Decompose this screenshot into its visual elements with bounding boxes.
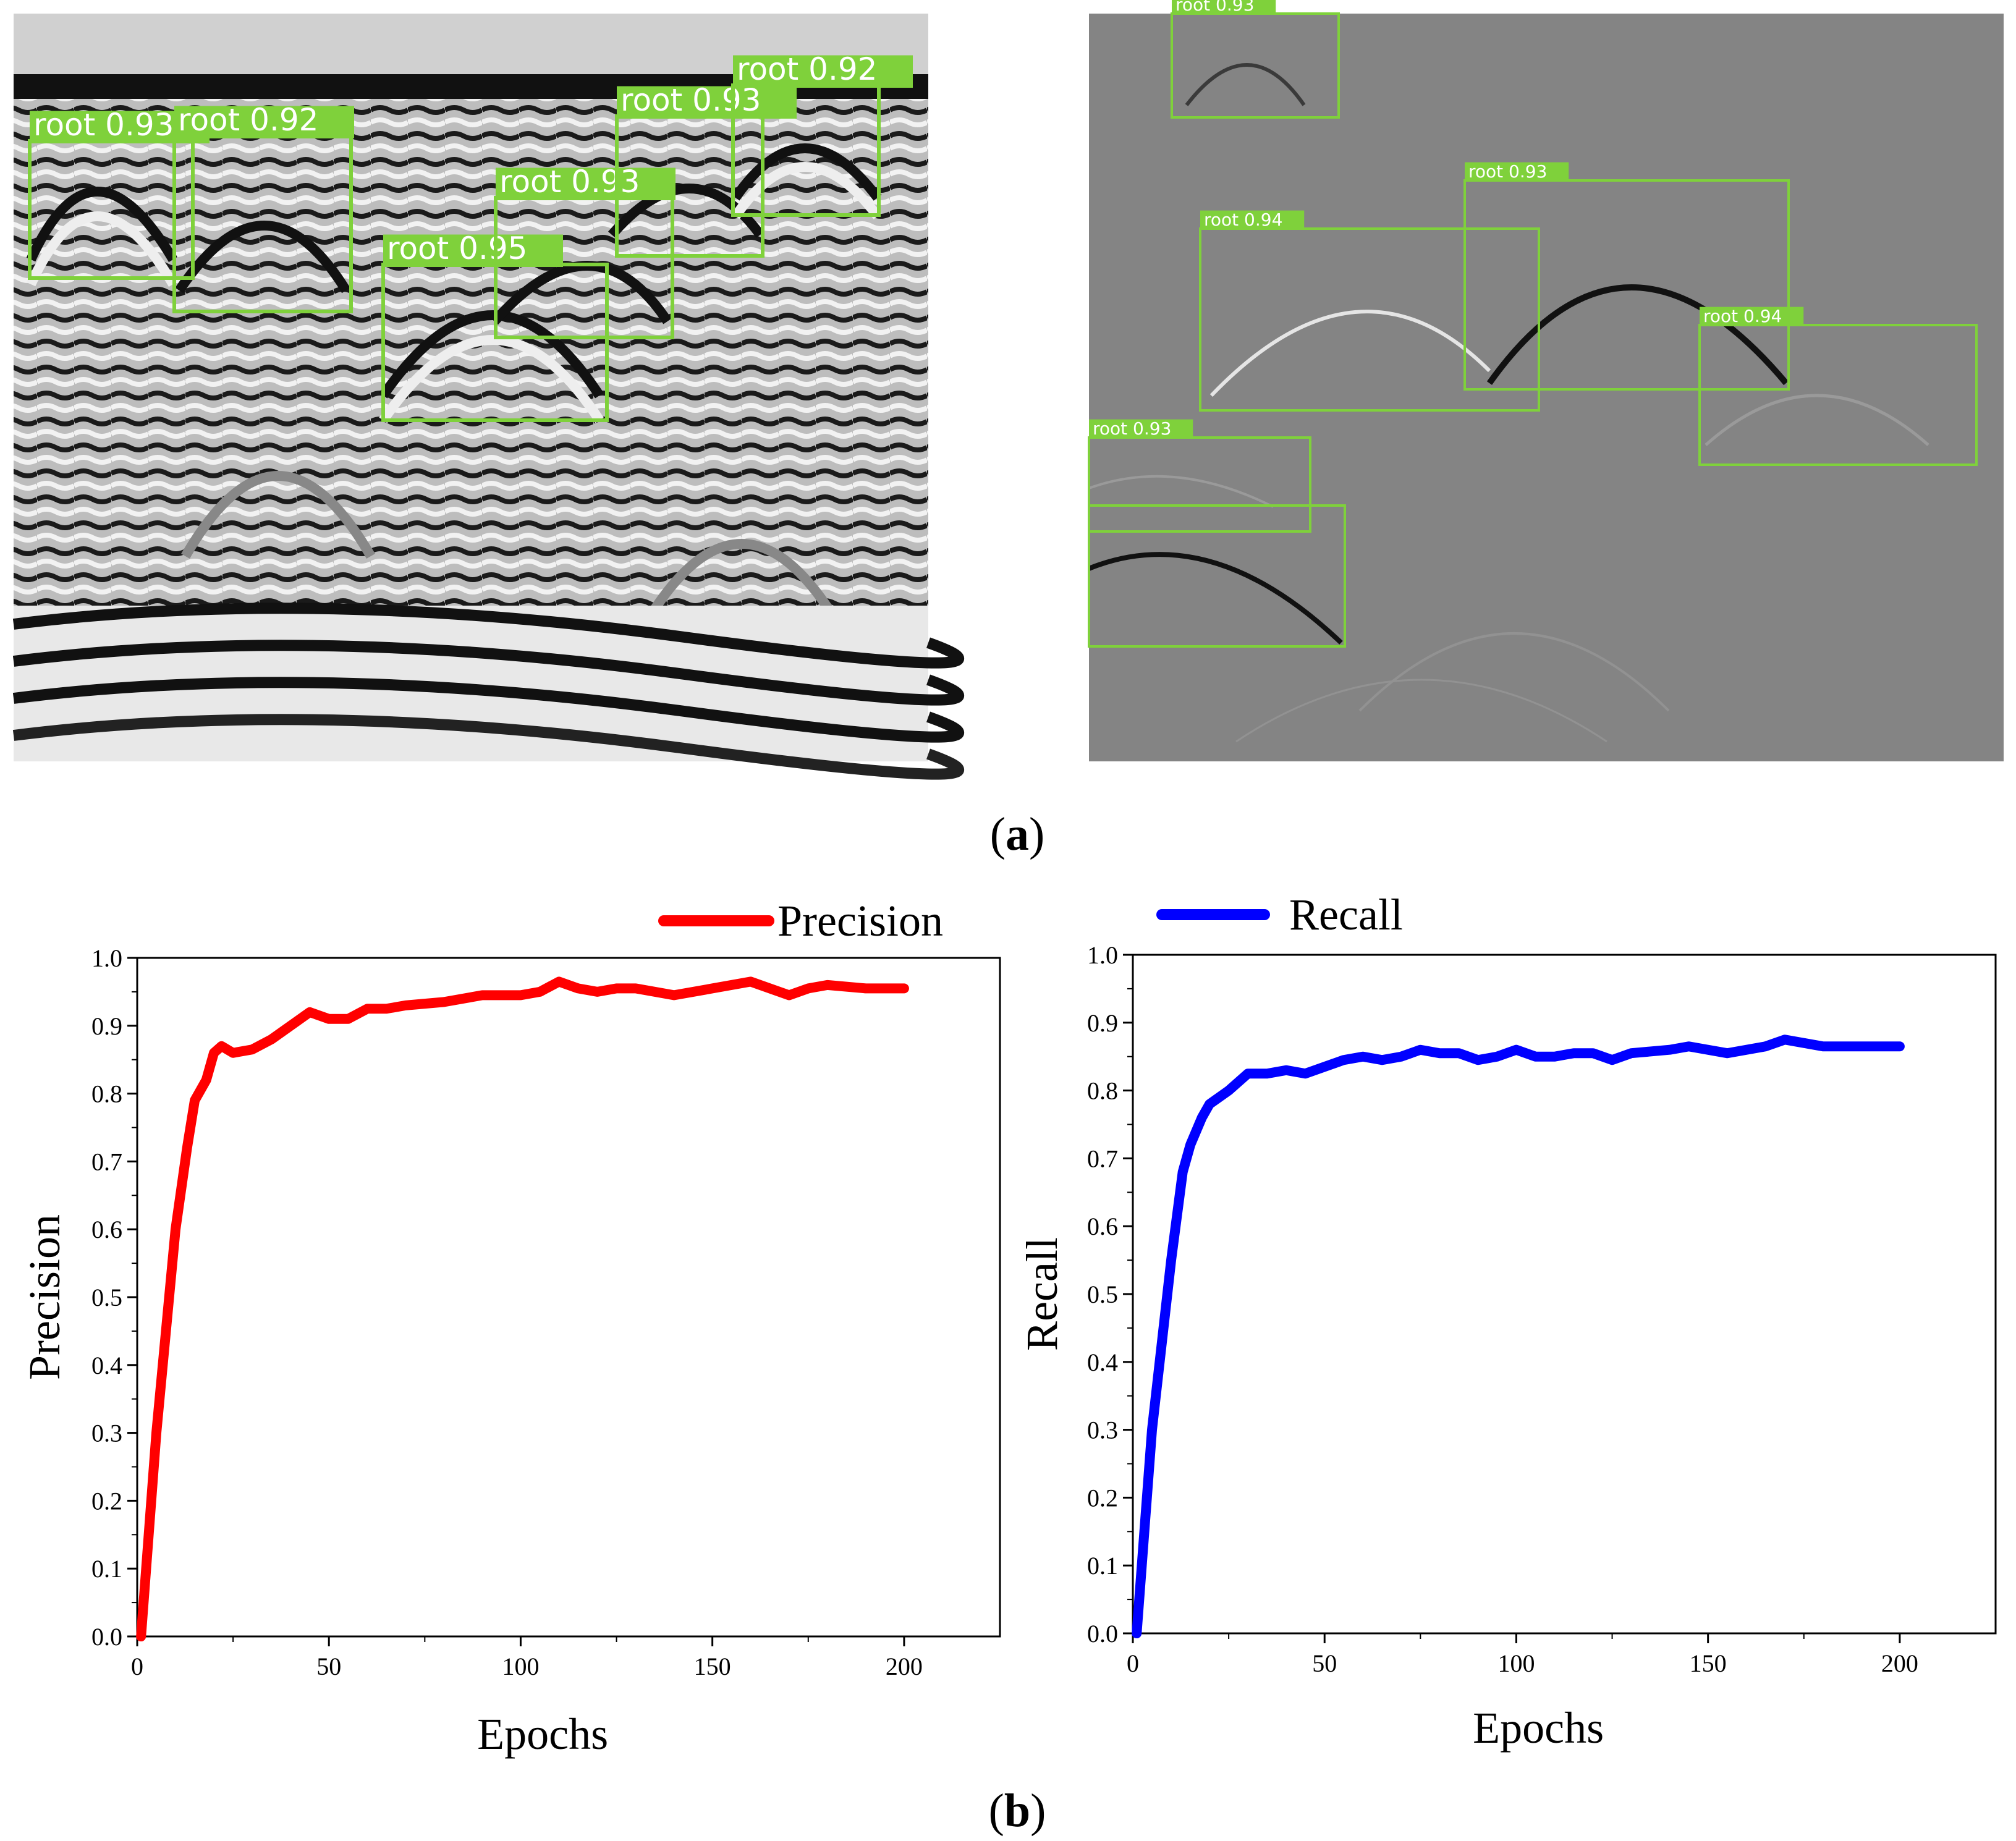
y-tick-label: 0.1 <box>1087 1552 1118 1580</box>
detection-label: root 0.92 <box>737 51 877 87</box>
x-tick-label: 200 <box>886 1653 923 1680</box>
series-line-recall <box>1132 1035 1905 1638</box>
x-axis-label: Epochs <box>1473 1703 1604 1753</box>
y-tick-label: 0.7 <box>91 1148 122 1175</box>
detection-box <box>1088 504 1346 648</box>
panel-label-a: a <box>1006 808 1029 860</box>
y-tick-label: 0.0 <box>1087 1620 1118 1648</box>
detection-label-bg <box>1172 0 1276 14</box>
panel-caption-b-open: ( <box>989 1785 1004 1837</box>
x-tick-label: 100 <box>502 1653 539 1680</box>
y-tick-label: 0.1 <box>91 1555 122 1583</box>
detection-label: root 0.93 <box>1093 418 1171 439</box>
detection-box <box>1463 179 1790 391</box>
detection-label-bg <box>383 234 563 267</box>
detections-right: root 0.93 root 0.94 root 0.93 root 0.94 root… <box>1088 0 1978 648</box>
gpr-image-right <box>1088 14 2004 761</box>
panel-caption-a-close: ) <box>1029 808 1044 860</box>
gpr-image-left <box>12 14 965 780</box>
y-tick-label: 0.7 <box>1087 1145 1118 1172</box>
detection-box <box>1199 227 1540 412</box>
y-tick-label: 0.3 <box>91 1420 122 1447</box>
x-tick-label: 100 <box>1497 1649 1535 1677</box>
y-tick-label: 1.0 <box>91 944 122 972</box>
detection-label-bg <box>1700 307 1804 325</box>
x-axis-label: Epochs <box>477 1709 608 1759</box>
y-tick-label: 0.2 <box>91 1487 122 1515</box>
panel-caption-a-open: ( <box>990 808 1006 860</box>
x-tick-label: 0 <box>1127 1649 1139 1677</box>
y-tick-label: 0.8 <box>91 1080 122 1108</box>
y-tick-label: 0.4 <box>1087 1348 1118 1376</box>
y-tick-label: 0.6 <box>1087 1213 1118 1240</box>
detection-label: root 0.93 <box>620 82 761 118</box>
detection-label-bg <box>617 86 797 119</box>
x-tick-label: 0 <box>131 1653 143 1680</box>
plot-frame <box>136 957 1001 1638</box>
x-tick-label: 150 <box>1690 1649 1727 1677</box>
detection-label-bg <box>1465 162 1569 180</box>
detection-label: root 0.93 <box>499 164 640 200</box>
y-tick-label: 0.0 <box>91 1623 122 1651</box>
y-tick-label: 1.0 <box>1087 941 1118 969</box>
y-tick-label: 0.9 <box>91 1012 122 1040</box>
detection-label-bg <box>733 55 913 88</box>
detection-label: root 0.92 <box>178 102 318 138</box>
detection-label: root 0.93 <box>1175 0 1254 15</box>
detection-box <box>1088 436 1311 533</box>
x-tick-label: 200 <box>1881 1649 1918 1677</box>
detection-label-bg <box>1089 419 1193 438</box>
detection-label-bg <box>1200 210 1305 229</box>
y-tick-label: 0.8 <box>1087 1077 1118 1105</box>
x-tick-label: 150 <box>694 1653 731 1680</box>
y-tick-label: 0.2 <box>1087 1484 1118 1512</box>
detection-label-bg <box>496 167 676 200</box>
y-tick-label: 0.9 <box>1087 1009 1118 1037</box>
detection-label: root 0.93 <box>1468 161 1547 182</box>
detection-label: root 0.94 <box>1204 209 1282 230</box>
y-tick-label: 0.3 <box>1087 1416 1118 1444</box>
recall-chart: 0.0 0.1 0.2 0.3 0.4 0.5 0.6 0.7 0.8 0.9 1.0 0 50 100 1… <box>1017 890 1997 1753</box>
y-axis-label: Recall <box>1017 1237 1067 1351</box>
y-tick-label: 0.6 <box>91 1216 122 1243</box>
y-tick-label: 0.4 <box>91 1352 122 1379</box>
y-tick-label: 0.5 <box>91 1284 122 1311</box>
y-tick-label: 0.5 <box>1087 1280 1118 1308</box>
legend-label: Precision <box>777 896 943 946</box>
x-tick-label: 50 <box>316 1653 341 1680</box>
precision-chart: 0.0 0.1 0.2 0.3 0.4 0.5 0.6 0.7 0.8 0.9 1.0 0 50 100 1… <box>20 896 1001 1759</box>
detection-label: root 0.94 <box>1703 306 1782 326</box>
panel-label-b: b <box>1004 1785 1030 1837</box>
y-axis-label: Precision <box>20 1214 69 1380</box>
x-tick-label: 50 <box>1312 1649 1337 1677</box>
legend-label: Recall <box>1289 890 1403 939</box>
panel-caption-b: (b) <box>989 1785 1046 1837</box>
detection-box <box>1698 324 1978 466</box>
panel-caption-b-close: ) <box>1030 1785 1046 1837</box>
detection-label: root 0.95 <box>387 231 527 266</box>
detection-label: root 0.93 <box>33 107 174 143</box>
panel-caption-a: (a) <box>990 808 1045 860</box>
series-line-precision <box>136 976 909 1641</box>
detection-label-bg <box>174 106 354 138</box>
